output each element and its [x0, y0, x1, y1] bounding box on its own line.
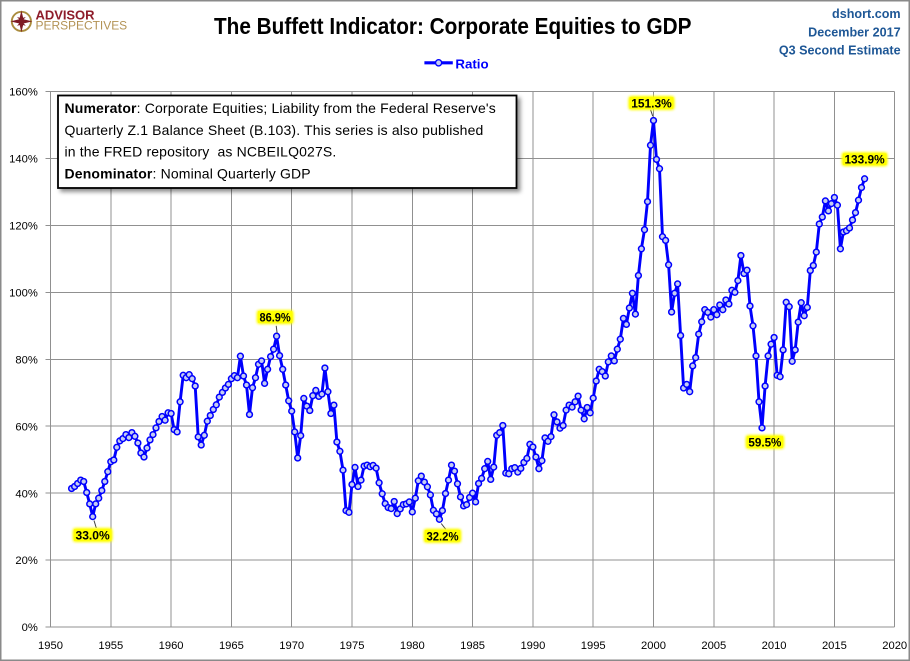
- svg-text:86.9%: 86.9%: [259, 311, 290, 325]
- svg-text:1970: 1970: [279, 640, 304, 652]
- svg-text:Denominator: Nominal Quarterly: Denominator: Nominal Quarterly GDP: [65, 165, 311, 181]
- svg-text:Q3 Second Estimate: Q3 Second Estimate: [779, 44, 901, 58]
- svg-text:ADVISOR: ADVISOR: [36, 8, 96, 23]
- svg-text:33.0%: 33.0%: [76, 529, 110, 543]
- svg-text:Quarterly Z.1 Balance Sheet (B: Quarterly Z.1 Balance Sheet (B.103). Thi…: [65, 122, 484, 138]
- svg-text:100%: 100%: [9, 287, 38, 299]
- svg-text:59.5%: 59.5%: [748, 436, 781, 450]
- svg-text:20%: 20%: [15, 555, 37, 567]
- svg-text:2010: 2010: [762, 640, 787, 652]
- svg-text:160%: 160%: [9, 87, 38, 99]
- svg-text:1990: 1990: [520, 640, 545, 652]
- svg-text:2015: 2015: [822, 640, 847, 652]
- svg-text:The Buffett Indicator: Corpora: The Buffett Indicator: Corporate Equitie…: [214, 13, 692, 39]
- svg-text:140%: 140%: [9, 154, 38, 166]
- svg-text:1985: 1985: [460, 640, 485, 652]
- svg-text:1950: 1950: [38, 640, 63, 652]
- svg-text:60%: 60%: [15, 421, 37, 433]
- svg-text:40%: 40%: [15, 488, 37, 500]
- svg-text:133.9%: 133.9%: [844, 153, 884, 167]
- svg-text:1965: 1965: [219, 640, 244, 652]
- svg-text:1995: 1995: [581, 640, 606, 652]
- svg-text:1955: 1955: [98, 640, 123, 652]
- svg-text:Numerator: Corporate Equities;: Numerator: Corporate Equities; Liability…: [65, 100, 496, 116]
- svg-text:Ratio: Ratio: [455, 56, 488, 71]
- svg-text:2020: 2020: [882, 640, 907, 652]
- svg-text:0%: 0%: [22, 622, 38, 634]
- svg-text:32.2%: 32.2%: [426, 529, 458, 543]
- svg-text:December 2017: December 2017: [808, 25, 900, 39]
- svg-text:1980: 1980: [400, 640, 425, 652]
- svg-text:1960: 1960: [159, 640, 184, 652]
- svg-text:80%: 80%: [15, 354, 37, 366]
- svg-text:in the FRED repository as NCB: in the FRED repository as NCBEILQ027S.: [65, 144, 337, 160]
- svg-text:2000: 2000: [641, 640, 666, 652]
- svg-text:1975: 1975: [340, 640, 365, 652]
- svg-text:PERSPECTIVES: PERSPECTIVES: [36, 19, 128, 33]
- svg-text:151.3%: 151.3%: [631, 97, 672, 111]
- svg-text:2005: 2005: [701, 640, 726, 652]
- svg-text:120%: 120%: [9, 220, 38, 232]
- svg-text:dshort.com: dshort.com: [832, 7, 901, 21]
